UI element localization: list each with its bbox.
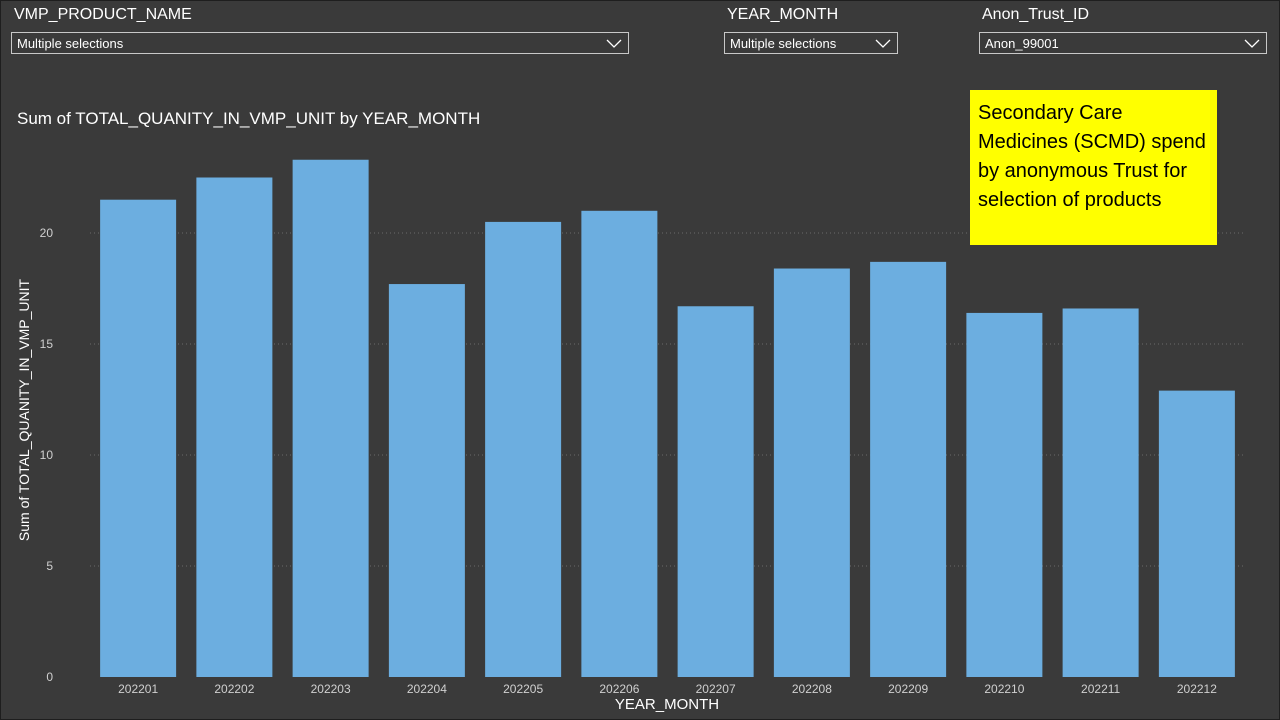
y-tick-label: 5 — [46, 559, 53, 573]
x-tick-label: 202205 — [503, 682, 543, 696]
x-axis-ticks: 202201 202202 202203 202204 202205 202206 2022… — [118, 682, 1217, 696]
chevron-down-icon — [875, 39, 891, 48]
chevron-down-icon — [1244, 39, 1260, 48]
bar-202206[interactable] — [581, 210, 658, 678]
bar-202203[interactable] — [292, 159, 369, 678]
bars — [100, 159, 1235, 678]
trust-slicer-title: Anon_Trust_ID — [982, 6, 1090, 23]
x-tick-label: 202212 — [1177, 682, 1217, 696]
x-tick-label: 202203 — [311, 682, 351, 696]
x-tick-label: 202208 — [792, 682, 832, 696]
product-slicer-dropdown[interactable]: Multiple selections — [11, 32, 629, 54]
trust-slicer-value: Anon_99001 — [985, 35, 1059, 51]
bar-202205[interactable] — [485, 221, 562, 677]
trust-slicer-dropdown[interactable]: Anon_99001 — [979, 32, 1267, 54]
bar-202207[interactable] — [677, 306, 754, 677]
bar-202210[interactable] — [966, 312, 1043, 677]
chevron-down-icon — [606, 39, 622, 48]
x-tick-label: 202206 — [599, 682, 639, 696]
bar-202202[interactable] — [196, 177, 273, 678]
y-tick-label: 20 — [40, 226, 54, 240]
bar-202209[interactable] — [870, 261, 947, 677]
chart-title: Sum of TOTAL_QUANITY_IN_VMP_UNIT by YEAR… — [17, 109, 481, 128]
bar-202211[interactable] — [1062, 308, 1139, 677]
x-tick-label: 202209 — [888, 682, 928, 696]
x-tick-label: 202202 — [214, 682, 254, 696]
x-tick-label: 202211 — [1081, 682, 1120, 696]
product-slicer-value: Multiple selections — [17, 35, 124, 51]
y-tick-label: 10 — [40, 448, 54, 462]
year-month-slicer-dropdown[interactable]: Multiple selections — [724, 32, 898, 54]
y-tick-label: 15 — [40, 337, 54, 351]
bar-202204[interactable] — [388, 284, 465, 677]
x-tick-label: 202201 — [118, 682, 158, 696]
bar-202212[interactable] — [1158, 390, 1235, 677]
gridlines — [90, 232, 1245, 567]
x-tick-label: 202207 — [696, 682, 736, 696]
y-axis-ticks: 0 5 10 15 20 — [40, 226, 54, 684]
info-note: Secondary Care Medicines (SCMD) spend by… — [970, 90, 1217, 245]
bar-202208[interactable] — [773, 268, 850, 677]
x-tick-label: 202210 — [984, 682, 1024, 696]
product-slicer-title: VMP_PRODUCT_NAME — [14, 6, 192, 23]
bar-202201[interactable] — [100, 199, 177, 677]
y-tick-label: 0 — [46, 670, 53, 684]
year-month-slicer-value: Multiple selections — [730, 35, 837, 51]
x-axis-label: YEAR_MONTH — [614, 696, 720, 713]
x-tick-label: 202204 — [407, 682, 447, 696]
year-month-slicer-title: YEAR_MONTH — [727, 6, 839, 23]
